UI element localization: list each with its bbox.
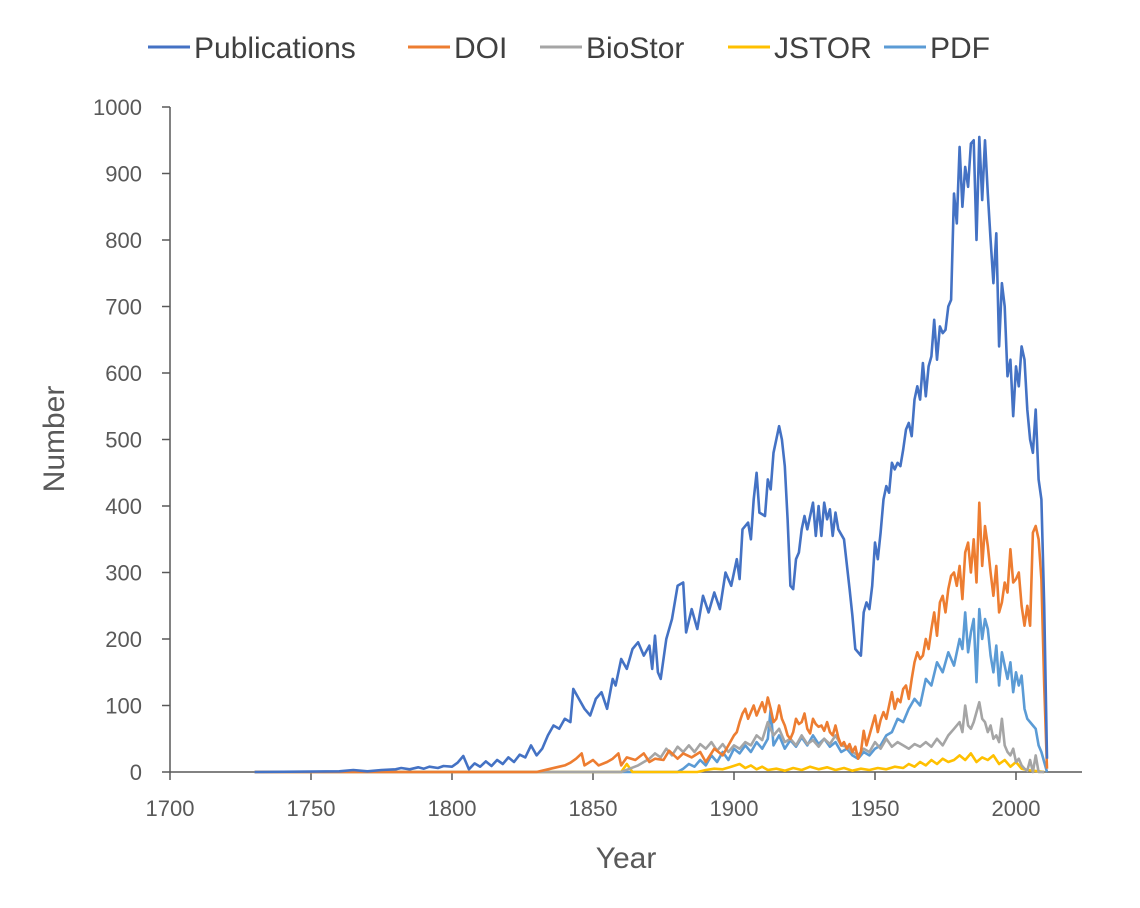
chart-axes: 0 100 200 300 400 500 600 700 800 900 1000 1700 175… <box>93 95 1082 821</box>
x-tick-label: 1700 <box>146 796 195 821</box>
x-axis-title: Year <box>596 842 657 875</box>
x-axis-ticks: 1700 1750 1800 1850 1900 1950 2000 <box>146 772 1041 821</box>
x-tick-label: 1900 <box>710 796 759 821</box>
y-tick-label: 700 <box>105 295 142 320</box>
x-tick-label: 2000 <box>992 796 1041 821</box>
y-tick-label: 600 <box>105 361 142 386</box>
legend-label-publications: Publications <box>194 32 356 65</box>
series-line-jstor <box>254 752 1045 774</box>
x-tick-label: 1800 <box>428 796 477 821</box>
x-tick-label: 1850 <box>569 796 618 821</box>
series-line-publications <box>254 135 1049 774</box>
legend-label-biostor: BioStor <box>586 32 684 65</box>
legend-label-doi: DOI <box>454 32 507 65</box>
y-tick-label: 300 <box>105 561 142 586</box>
series-line-biostor <box>254 700 1045 774</box>
series-line-pdf <box>254 607 1049 774</box>
plot-area <box>254 135 1049 774</box>
legend-label-pdf: PDF <box>930 32 990 65</box>
y-tick-label: 500 <box>105 428 142 453</box>
y-tick-label: 100 <box>105 694 142 719</box>
y-axis-title: Number <box>38 386 71 493</box>
y-tick-label: 0 <box>130 760 142 785</box>
y-tick-label: 1000 <box>93 95 142 120</box>
y-tick-label: 400 <box>105 494 142 519</box>
y-tick-label: 200 <box>105 627 142 652</box>
x-tick-label: 1750 <box>287 796 336 821</box>
series-line-doi <box>254 501 1049 774</box>
y-axis-ticks: 0 100 200 300 400 500 600 700 800 900 1000 <box>93 95 170 785</box>
chart-legend: Publications DOI BioStor JSTOR PDF <box>148 32 990 65</box>
y-tick-label: 900 <box>105 162 142 187</box>
x-tick-label: 1950 <box>851 796 900 821</box>
legend-label-jstor: JSTOR <box>774 32 872 65</box>
y-tick-label: 800 <box>105 228 142 253</box>
